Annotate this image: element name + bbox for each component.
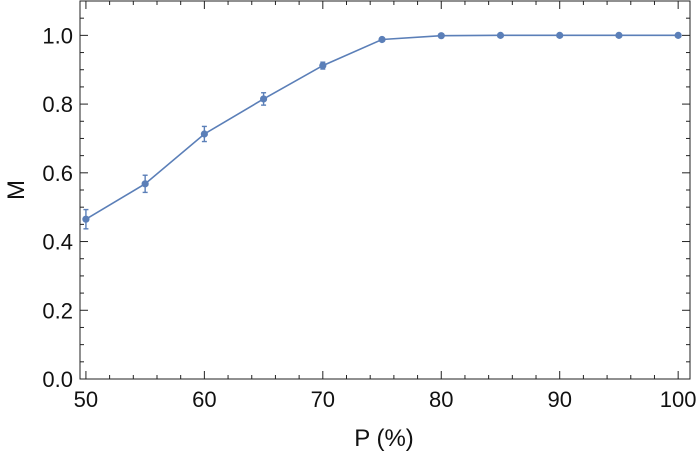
plot-frame	[79, 0, 691, 380]
data-point	[319, 62, 327, 70]
data-point	[674, 31, 682, 39]
y-tick-label: 0.2	[42, 298, 73, 323]
x-tick-labels: 50 60 70 80 90 100	[74, 387, 697, 412]
x-tick-label: 90	[547, 387, 571, 412]
x-tick-label: 80	[429, 387, 453, 412]
data-point	[378, 35, 386, 44]
y-tick-label: 0.6	[42, 161, 73, 186]
major-ticks	[80, 1, 690, 380]
y-tick-label: 0.8	[42, 92, 73, 117]
y-axis-label: M	[3, 180, 30, 200]
data-point	[82, 215, 90, 223]
y-tick-labels: 0.0 0.2 0.4 0.6 0.8 1.0	[42, 23, 73, 392]
data-point	[615, 31, 623, 39]
x-tick-label: 50	[74, 387, 98, 412]
x-axis-label: P (%)	[354, 425, 414, 452]
data-point	[556, 31, 564, 39]
y-tick-label: 0.4	[42, 230, 73, 255]
data-point	[141, 180, 149, 188]
y-tick-label: 1.0	[42, 23, 73, 48]
data-point	[496, 31, 505, 39]
y-tick-label: 0.0	[42, 367, 73, 392]
x-tick-label: 70	[311, 387, 335, 412]
data-point	[259, 95, 268, 103]
data-point	[200, 130, 208, 138]
series-line	[85, 34, 679, 220]
data-point	[437, 32, 445, 40]
minor-ticks	[80, 0, 690, 379]
x-tick-label: 60	[192, 387, 216, 412]
x-tick-label: 100	[660, 387, 697, 412]
series-layer	[82, 31, 682, 230]
